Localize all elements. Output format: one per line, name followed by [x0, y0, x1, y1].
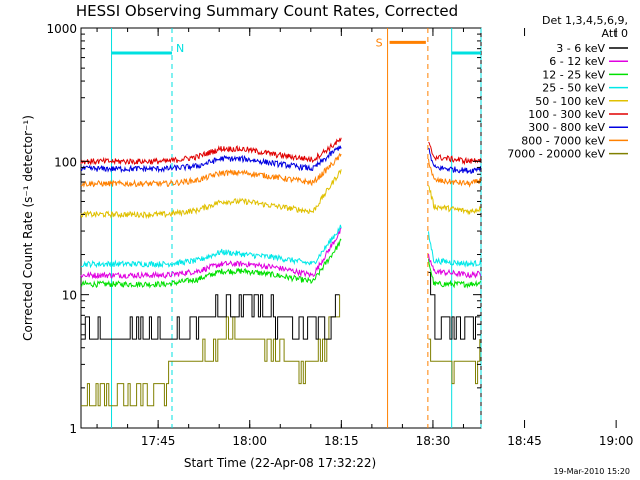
series-trace-4-a — [80, 169, 342, 220]
series-trace-2-a — [80, 238, 342, 289]
series-trace-0-b — [428, 271, 480, 340]
axis-ticks: 1 10 100 1000 17:45 18:00 18:15 18:30 18:45 19:00 — [46, 22, 633, 448]
x-axis-label: Start Time (22-Apr-08 17:32:22) — [184, 456, 376, 470]
series-trace-7-b — [428, 158, 481, 188]
series-layer — [80, 137, 481, 407]
x-tick-label-3: 18:30 — [416, 434, 451, 448]
series-trace-1-a — [80, 228, 342, 280]
legend-label-3: 25 - 50 keV — [542, 82, 605, 95]
x-tick-label-2: 18:15 — [324, 434, 359, 448]
y-tick-label-1: 10 — [62, 289, 77, 303]
legend-label-0: 3 - 6 keV — [556, 42, 605, 55]
legend-label-8: 7000 - 20000 keV — [507, 148, 605, 161]
series-trace-4-b — [428, 185, 481, 216]
series-trace-5-b — [428, 141, 481, 166]
series-trace-1-b — [428, 253, 481, 279]
legend-label-4: 50 - 100 keV — [535, 95, 605, 108]
legend-header-line-2: Att 0 — [602, 27, 628, 40]
series-trace-6-b — [428, 147, 481, 174]
legend-label-7: 800 - 7000 keV — [521, 134, 605, 147]
series-trace-8-a — [81, 294, 341, 407]
x-tick-label-5: 19:00 — [599, 434, 634, 448]
legend-label-2: 12 - 25 keV — [542, 68, 605, 81]
y-tick-label-2: 100 — [54, 155, 77, 169]
plot-frame — [80, 27, 482, 429]
series-trace-7-a — [80, 152, 342, 188]
series-trace-3-a — [80, 224, 342, 269]
legend-label-6: 300 - 800 keV — [528, 121, 605, 134]
legend-label-1: 6 - 12 keV — [549, 55, 605, 68]
chart-title: HESSI Observing Summary Count Rates, Cor… — [76, 2, 458, 20]
x-tick-label-4: 18:45 — [507, 434, 542, 448]
series-trace-0-a — [81, 294, 340, 340]
series-trace-8-b — [428, 338, 481, 385]
series-trace-2-b — [428, 258, 481, 289]
y-tick-label-0: 1 — [69, 422, 77, 436]
legend-label-5: 100 - 300 keV — [528, 108, 605, 121]
y-axis-label: Corrected Count Rate (s⁻¹ detector⁻¹) — [21, 115, 35, 341]
x-tick-label-1: 18:00 — [232, 434, 267, 448]
series-trace-3-b — [428, 231, 481, 268]
x-tick-label-0: 17:45 — [141, 434, 176, 448]
legend-header-line-1: Det 1,3,4,5,6,9, — [542, 14, 628, 27]
y-tick-label-3: 1000 — [46, 22, 77, 36]
series-trace-5-a — [80, 137, 342, 166]
series-trace-6-a — [80, 145, 342, 174]
gap-label-0: S — [376, 36, 383, 49]
timestamp: 19-Mar-2010 15:20 — [554, 467, 631, 476]
night-bar-label-0: N — [176, 42, 184, 55]
